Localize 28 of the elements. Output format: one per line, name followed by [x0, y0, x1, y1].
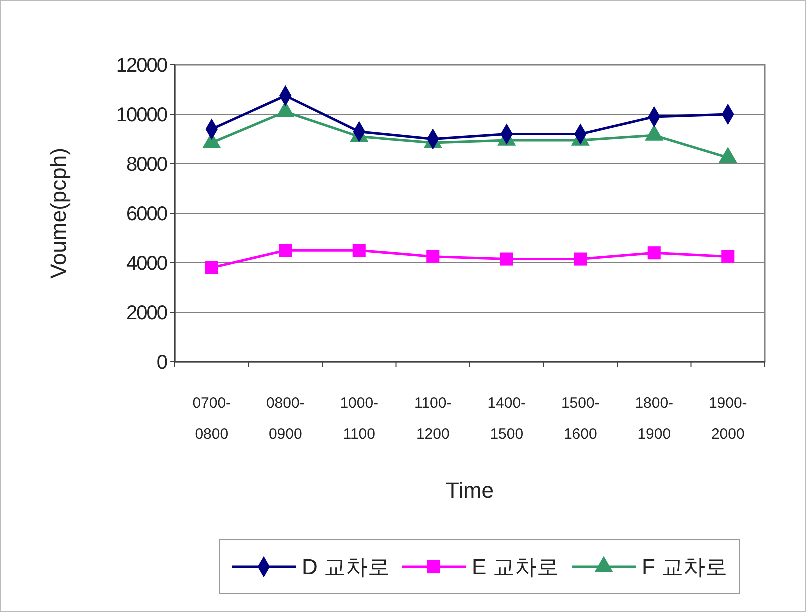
legend-label: F 교차로 — [642, 554, 728, 580]
point — [352, 244, 366, 258]
point — [648, 246, 661, 260]
y-tick-label: 12000 — [116, 55, 168, 77]
point — [574, 252, 588, 266]
x-tick-label: 1400-1500 — [488, 395, 526, 443]
x-tick-label: 1100-1200 — [414, 395, 452, 443]
point — [279, 244, 292, 258]
y-tick-label: 10000 — [116, 104, 168, 126]
y-axis-title: Voume(pcph) — [46, 148, 71, 279]
x-axis-title: Time — [446, 478, 494, 503]
x-tick-label: 0800-0900 — [266, 395, 305, 443]
y-tick-label: 2000 — [126, 302, 168, 324]
point — [722, 250, 735, 264]
legend-label: D 교차로 — [302, 554, 390, 580]
y-tick-label: 4000 — [126, 253, 168, 275]
point — [205, 261, 218, 274]
y-tick-label: 6000 — [126, 204, 168, 226]
x-tick-label: 1500-1600 — [561, 395, 600, 443]
legend-label: E 교차로 — [472, 554, 559, 580]
y-tick-label: 0 — [156, 352, 168, 374]
x-tick-label: 1000-1100 — [340, 395, 379, 443]
x-tick-label: 1800-1900 — [635, 395, 674, 443]
point — [426, 250, 440, 264]
y-tick-label: 8000 — [126, 154, 168, 176]
x-tick-label: 0700-0800 — [192, 395, 232, 443]
x-tick-label: 1900-2000 — [708, 395, 748, 443]
point — [500, 252, 514, 266]
